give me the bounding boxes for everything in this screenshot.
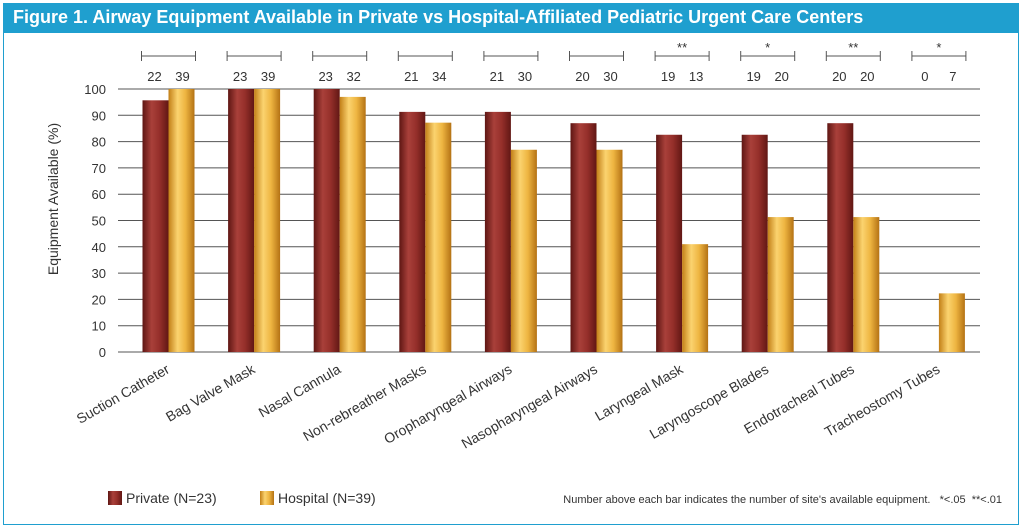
count-label-private: 21 xyxy=(490,69,504,84)
bar-hospital xyxy=(254,89,281,352)
bar-hospital xyxy=(682,244,709,352)
y-axis-label: Equipment Available (%) xyxy=(45,123,61,275)
count-label-hospital: 34 xyxy=(432,69,446,84)
bar-private xyxy=(741,134,768,352)
y-tick-label: 10 xyxy=(92,319,106,334)
legend-label-hospital: Hospital (N=39) xyxy=(278,490,376,506)
bar-hospital xyxy=(938,293,965,352)
legend-swatch-private xyxy=(108,491,122,505)
significance-marker: * xyxy=(765,40,770,55)
title-bar: Figure 1. Airway Equipment Available in … xyxy=(3,3,1019,33)
bar-private xyxy=(656,134,683,352)
count-label-private: 0 xyxy=(921,69,928,84)
bar-hospital xyxy=(853,217,880,352)
y-tick-label: 30 xyxy=(92,266,106,281)
count-label-private: 23 xyxy=(233,69,247,84)
figure-title: Figure 1. Airway Equipment Available in … xyxy=(13,7,864,27)
bar-hospital xyxy=(339,96,366,352)
count-label-private: 19 xyxy=(661,69,675,84)
bar-private xyxy=(228,89,255,352)
count-label-hospital: 30 xyxy=(603,69,617,84)
count-label-hospital: 7 xyxy=(949,69,956,84)
significance-marker: ** xyxy=(848,40,858,55)
count-label-hospital: 20 xyxy=(860,69,874,84)
bar-private xyxy=(142,100,169,353)
bar-hospital xyxy=(510,149,537,352)
y-tick-label: 90 xyxy=(92,108,106,123)
y-tick-label: 50 xyxy=(92,214,106,229)
y-tick-label: 80 xyxy=(92,135,106,150)
x-tick-label: Suction Catheter xyxy=(74,361,173,427)
count-label-private: 21 xyxy=(404,69,418,84)
significance-marker: ** xyxy=(677,40,687,55)
bar-private xyxy=(827,123,854,352)
count-label-hospital: 20 xyxy=(774,69,788,84)
bar-private xyxy=(484,111,511,352)
bar-hospital xyxy=(767,217,794,352)
legend-swatch-hospital xyxy=(260,491,274,505)
y-tick-label: 60 xyxy=(92,187,106,202)
bar-private xyxy=(570,123,597,352)
y-tick-label: 100 xyxy=(84,82,106,97)
bars xyxy=(142,89,965,353)
bar-hospital xyxy=(425,122,452,352)
y-tick-label: 20 xyxy=(92,292,106,307)
bar-hospital xyxy=(596,149,623,352)
count-label-private: 22 xyxy=(147,69,161,84)
bar-private xyxy=(399,111,426,352)
bar-hospital xyxy=(168,89,195,352)
count-label-private: 23 xyxy=(318,69,332,84)
y-tick-label: 0 xyxy=(99,345,106,360)
count-labels: 22 39 23 39 23 32 21 34 21 30 20 30 19 13 19 20 20 20 0 7 xyxy=(147,69,956,84)
count-label-hospital: 13 xyxy=(689,69,703,84)
y-tick-labels: 0 10 20 30 40 50 60 70 80 90 100 xyxy=(84,82,106,360)
x-tick-label: Nasopharyngeal Airways xyxy=(459,361,600,452)
y-tick-label: 40 xyxy=(92,240,106,255)
x-tick-label: Nasal Cannula xyxy=(256,361,344,421)
count-label-hospital: 39 xyxy=(261,69,275,84)
count-label-private: 20 xyxy=(575,69,589,84)
footnote: Number above each bar indicates the numb… xyxy=(563,494,1002,506)
legend: Private (N=23) Hospital (N=39) xyxy=(108,490,376,506)
count-label-hospital: 32 xyxy=(346,69,360,84)
count-label-hospital: 39 xyxy=(175,69,189,84)
x-tick-label: Bag Valve Mask xyxy=(163,360,259,424)
significance-brackets: ** * ** * xyxy=(141,40,967,61)
count-label-hospital: 30 xyxy=(518,69,532,84)
count-label-private: 19 xyxy=(746,69,760,84)
count-label-private: 20 xyxy=(832,69,846,84)
significance-marker: * xyxy=(936,40,941,55)
legend-label-private: Private (N=23) xyxy=(126,490,217,506)
y-tick-label: 70 xyxy=(92,161,106,176)
bar-private xyxy=(313,89,340,352)
